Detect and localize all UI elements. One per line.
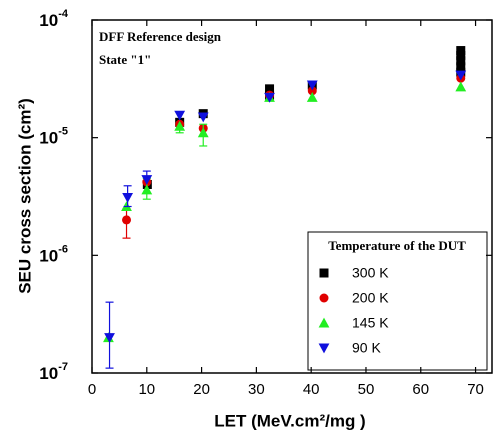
legend-marker xyxy=(318,343,330,354)
x-tick-label: 70 xyxy=(467,381,484,398)
marker xyxy=(265,84,275,94)
marker xyxy=(141,175,153,186)
x-tick-label: 10 xyxy=(138,381,155,398)
y-tick-label: 10-5 xyxy=(39,126,68,149)
marker xyxy=(456,62,466,72)
marker xyxy=(197,127,209,138)
y-tick-base: 10 xyxy=(39,247,58,266)
marker xyxy=(174,120,186,131)
x-tick-label: 30 xyxy=(248,381,265,398)
y-axis-label: SEU cross section (cm²) xyxy=(15,98,34,294)
marker xyxy=(122,193,134,203)
y-tick-exponent: -6 xyxy=(58,243,68,255)
legend-label: 145 K xyxy=(352,315,389,331)
annotation: DFF Reference design xyxy=(99,29,222,44)
legend-label: 90 K xyxy=(352,340,381,356)
marker xyxy=(122,215,132,225)
marker xyxy=(456,46,466,56)
marker xyxy=(456,50,466,60)
x-tick-label: 40 xyxy=(303,381,320,398)
legend-label: 200 K xyxy=(352,290,389,306)
y-tick-base: 10 xyxy=(39,129,58,148)
y-tick-exponent: -7 xyxy=(58,361,68,373)
marker xyxy=(455,81,467,92)
marker xyxy=(306,91,318,102)
legend-title: Temperature of the DUT xyxy=(328,238,466,253)
marker xyxy=(174,110,186,121)
x-axis-label: LET (MeV.cm²/mg ) xyxy=(214,411,365,430)
marker xyxy=(455,70,467,81)
x-tick-label: 50 xyxy=(358,381,375,398)
y-tick-exponent: -4 xyxy=(58,8,69,20)
legend-marker xyxy=(318,317,330,328)
y-tick-label: 10-6 xyxy=(39,243,68,266)
annotation: State "1" xyxy=(99,52,151,67)
x-tick-label: 0 xyxy=(88,381,96,398)
marker xyxy=(197,112,209,123)
legend-label: 300 K xyxy=(352,265,389,281)
y-tick-exponent: -5 xyxy=(58,126,68,138)
x-tick-label: 20 xyxy=(193,381,210,398)
marker xyxy=(307,86,317,96)
legend-marker xyxy=(319,268,329,278)
marker xyxy=(264,92,275,103)
legend-marker xyxy=(319,293,329,303)
y-tick-label: 10-4 xyxy=(39,8,69,31)
plot-frame xyxy=(91,19,493,374)
legend-box xyxy=(307,231,488,371)
marker xyxy=(104,333,115,343)
marker xyxy=(456,56,466,66)
y-tick-label: 10-7 xyxy=(39,361,68,384)
marker xyxy=(141,184,153,195)
y-tick-base: 10 xyxy=(39,364,58,383)
x-tick-label: 60 xyxy=(412,381,429,398)
y-tick-base: 10 xyxy=(39,11,58,30)
marker xyxy=(306,80,318,91)
